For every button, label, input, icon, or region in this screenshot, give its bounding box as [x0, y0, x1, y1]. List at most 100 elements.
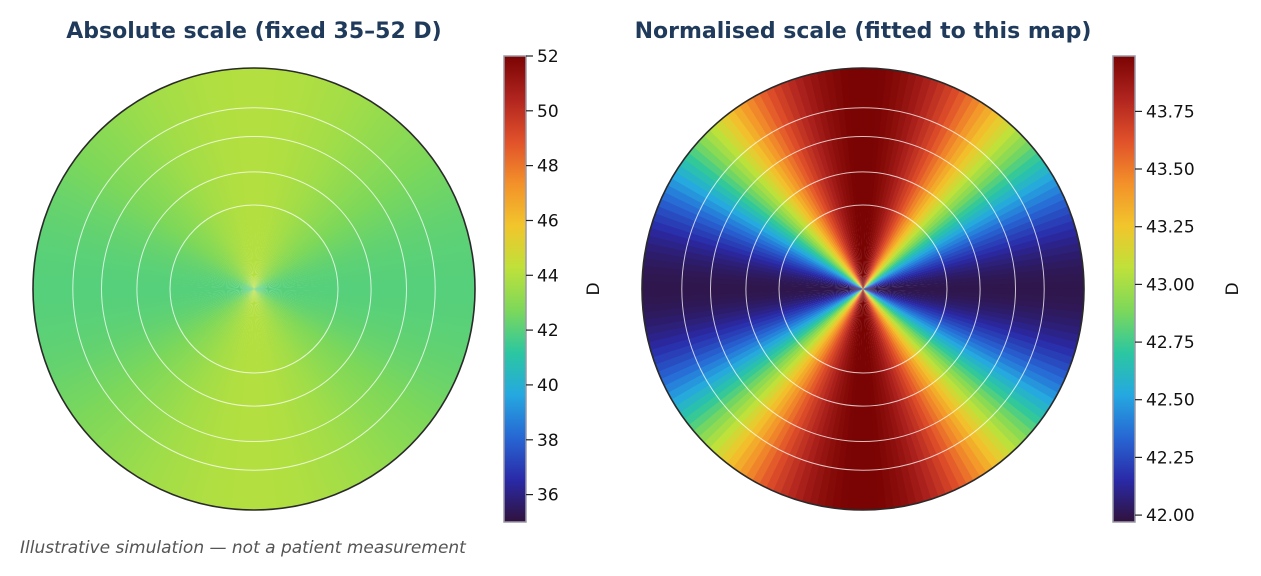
map-wedge	[670, 289, 863, 417]
map-wedge	[35, 218, 254, 289]
map-wedge	[674, 155, 863, 289]
map-wedge	[147, 289, 254, 494]
map-outline-absolute	[32, 67, 476, 511]
map-wedge	[642, 257, 863, 289]
map-wedge	[863, 289, 1084, 305]
map-wedge	[127, 289, 254, 482]
map-wedge	[33, 249, 254, 289]
polar-map-normalised	[642, 68, 1084, 510]
map-wedge	[742, 289, 863, 487]
map-wedge	[254, 68, 302, 289]
map-wedge	[658, 289, 863, 397]
map-wedge	[61, 162, 255, 289]
map-wedge	[168, 75, 254, 289]
map-wedge	[33, 265, 254, 289]
map-wedge	[49, 289, 254, 397]
panel-title-normalised: Normalised scale (fitted to this map)	[635, 19, 1092, 44]
map-wedge	[863, 289, 1084, 352]
map-wedge	[38, 289, 254, 368]
map-wedge	[254, 114, 406, 289]
map-wedge	[254, 289, 418, 453]
map-wedge	[855, 289, 864, 510]
map-wedge	[642, 234, 863, 289]
map-wedge	[642, 273, 863, 289]
map-wedge	[729, 289, 863, 478]
map-wedge	[862, 68, 871, 289]
colorbar-tick-label: 43.00	[1146, 275, 1195, 295]
map-wedge	[146, 84, 254, 289]
map-wedge	[658, 182, 863, 289]
map-wedge	[662, 175, 863, 289]
map-wedge	[839, 289, 863, 510]
map-wedge	[863, 142, 1042, 289]
map-wedge	[254, 203, 468, 289]
map-wedge	[863, 161, 1056, 289]
map-wedge	[723, 289, 863, 474]
map-wedge	[863, 289, 1022, 458]
map-wedge	[863, 114, 1015, 289]
map-wedge	[57, 289, 254, 411]
map-wedge	[863, 188, 1071, 289]
map-wedge	[670, 162, 863, 289]
map-wedge	[863, 289, 985, 486]
colorbar-tick-label: 43.75	[1146, 102, 1195, 122]
colorbar-tick-label: 36	[537, 486, 559, 506]
map-wedge	[95, 120, 254, 289]
map-wedge	[161, 289, 254, 500]
map-wedge	[254, 68, 294, 289]
map-wedge	[717, 289, 863, 469]
map-wedge	[254, 289, 362, 494]
colorbar-absolute: 36 38 40 42 44 46 48 50 52 D	[503, 47, 604, 523]
ring-gridline	[681, 107, 1045, 471]
map-wedge	[863, 68, 903, 289]
map-wedge	[254, 88, 368, 290]
map-wedge	[785, 289, 863, 506]
map-wedge	[254, 181, 459, 289]
map-wedge	[689, 289, 863, 442]
map-wedge	[683, 143, 863, 289]
map-wedge	[863, 203, 1077, 289]
map-wedge	[253, 68, 262, 289]
map-wedge	[254, 289, 382, 482]
map-wedge	[863, 289, 971, 494]
map-wedge	[246, 289, 255, 510]
map-wedge	[108, 289, 254, 469]
map-wedge	[847, 289, 863, 510]
map-wedge	[863, 288, 1084, 297]
map-wedge	[254, 72, 332, 289]
map-wedge	[254, 68, 278, 289]
colorbar-tick-label: 42.50	[1146, 391, 1195, 411]
map-wedge	[863, 167, 1060, 289]
map-wedge	[863, 289, 1004, 473]
map-wedge	[254, 289, 369, 490]
map-wedge	[65, 289, 254, 424]
map-wedge	[254, 148, 438, 289]
map-fill-absolute	[33, 68, 475, 510]
map-wedge	[254, 109, 400, 289]
map-wedge	[43, 196, 254, 289]
map-wedge	[254, 68, 309, 289]
map-wedge	[665, 168, 863, 289]
map-wedge	[863, 130, 1032, 289]
map-wedge	[655, 189, 863, 289]
map-wedge	[863, 100, 997, 289]
map-wedge	[646, 211, 863, 289]
map-wedge	[160, 78, 254, 289]
map-wedge	[254, 288, 475, 297]
map-wedge	[254, 142, 433, 289]
map-wedge	[716, 110, 863, 290]
map-wedge	[863, 109, 1009, 289]
map-wedge	[644, 218, 863, 289]
map-wedge	[133, 289, 254, 487]
map-wedge	[254, 100, 388, 289]
map-wedge	[254, 289, 389, 478]
ring-gridline	[169, 204, 339, 374]
colorbar-label-absolute: D	[584, 282, 604, 295]
map-wedge	[863, 68, 911, 289]
map-wedge	[652, 289, 863, 383]
map-wedge	[254, 289, 475, 337]
map-wedge	[823, 289, 863, 510]
panel-normalised: Normalised scale (fitted to this map) 42…	[635, 19, 1243, 526]
map-wedge	[175, 73, 254, 289]
map-wedge	[863, 289, 1033, 447]
